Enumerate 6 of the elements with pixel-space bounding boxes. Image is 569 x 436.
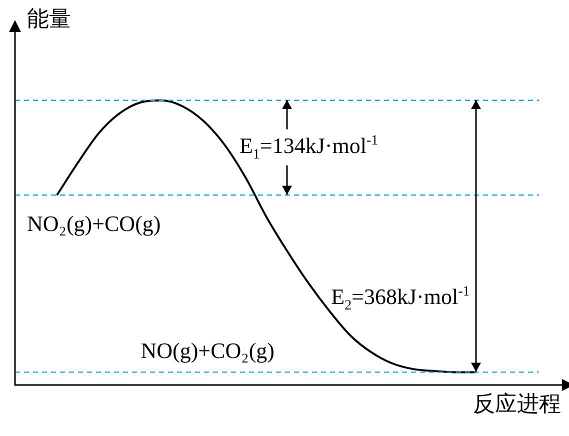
annotation: E$_{2}$=368kJ·mol$^{-1}$ xyxy=(331,284,470,314)
annotation: E$_{1}$=134kJ·mol$^{-1}$ xyxy=(239,132,378,164)
annotation: NO₂(g)+CO(g) xyxy=(27,211,161,238)
y-axis-title: 能量 xyxy=(27,5,71,33)
annotation: NO(g)+CO₂(g) xyxy=(140,338,274,364)
x-axis-title: 反应进程 xyxy=(473,390,561,418)
